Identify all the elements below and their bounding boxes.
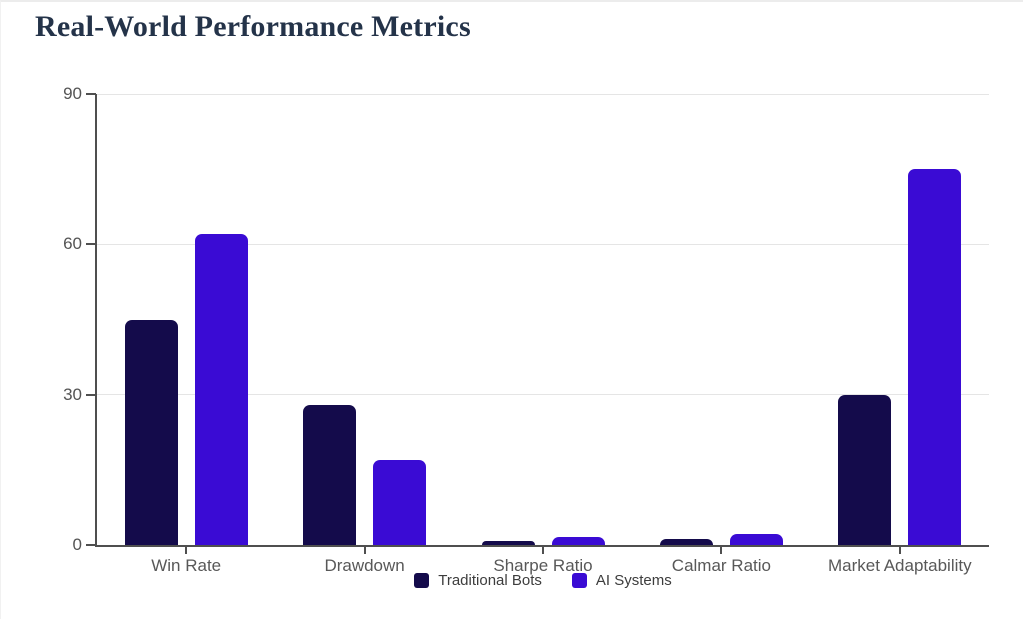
- legend-swatch-icon: [571, 573, 587, 588]
- legend-label: AI Systems: [595, 572, 672, 589]
- x-tick-4: [720, 547, 723, 554]
- bar-sharpe-ratio-ai-systems[interactable]: [551, 536, 605, 545]
- x-axis-line: [95, 545, 989, 547]
- y-tick-label-60: 60: [63, 234, 82, 254]
- x-tick-3: [542, 547, 544, 554]
- bar-chart: 0 30 60 90 Win Rate Drawdown Sharpe Ratio Calm…: [1, 82, 1024, 612]
- y-axis-line: [95, 94, 97, 547]
- gridline-90: [97, 93, 989, 95]
- legend-item-ai-systems[interactable]: AI Systems: [571, 572, 672, 589]
- gridline-30: [97, 394, 989, 396]
- y-tick-30: [86, 393, 96, 396]
- bar-market-adaptability-traditional-bots[interactable]: [838, 394, 892, 545]
- bar-drawdown-traditional-bots[interactable]: [303, 404, 357, 545]
- y-tick-label-30: 30: [63, 384, 82, 404]
- y-tick-label-90: 90: [63, 84, 82, 103]
- y-tick-60: [86, 243, 96, 246]
- bar-win-rate-ai-systems[interactable]: [194, 234, 248, 545]
- legend-label: Traditional Bots: [438, 572, 542, 589]
- y-tick-label-0: 0: [72, 535, 82, 554]
- y-tick-0: [86, 544, 96, 546]
- x-tick-5: [898, 547, 901, 554]
- x-category-label-drawdown: Drawdown: [324, 556, 405, 575]
- bar-drawdown-ai-systems[interactable]: [373, 459, 427, 545]
- x-category-label-market-adaptability: Market Adaptability: [827, 556, 972, 575]
- plot-area: [95, 93, 989, 547]
- x-category-label-calmar-ratio: Calmar Ratio: [671, 556, 771, 575]
- bar-calmar-ratio-traditional-bots[interactable]: [659, 538, 713, 545]
- legend-item-traditional-bots[interactable]: Traditional Bots: [414, 572, 542, 589]
- gridline-60: [97, 243, 989, 245]
- legend-swatch-icon: [414, 573, 430, 588]
- y-tick-90: [86, 93, 96, 95]
- bar-win-rate-traditional-bots[interactable]: [124, 319, 178, 545]
- x-tick-1: [185, 547, 188, 554]
- x-category-label-win-rate: Win Rate: [151, 556, 222, 575]
- bar-sharpe-ratio-traditional-bots[interactable]: [481, 540, 535, 545]
- bar-calmar-ratio-ai-systems[interactable]: [729, 533, 783, 545]
- x-tick-2: [363, 547, 366, 554]
- x-category-label-sharpe-ratio: Sharpe Ratio: [493, 556, 593, 575]
- chart-title: Real-World Performance Metrics: [35, 10, 471, 43]
- bar-market-adaptability-ai-systems[interactable]: [908, 169, 962, 545]
- legend: Traditional Bots AI Systems: [97, 572, 989, 589]
